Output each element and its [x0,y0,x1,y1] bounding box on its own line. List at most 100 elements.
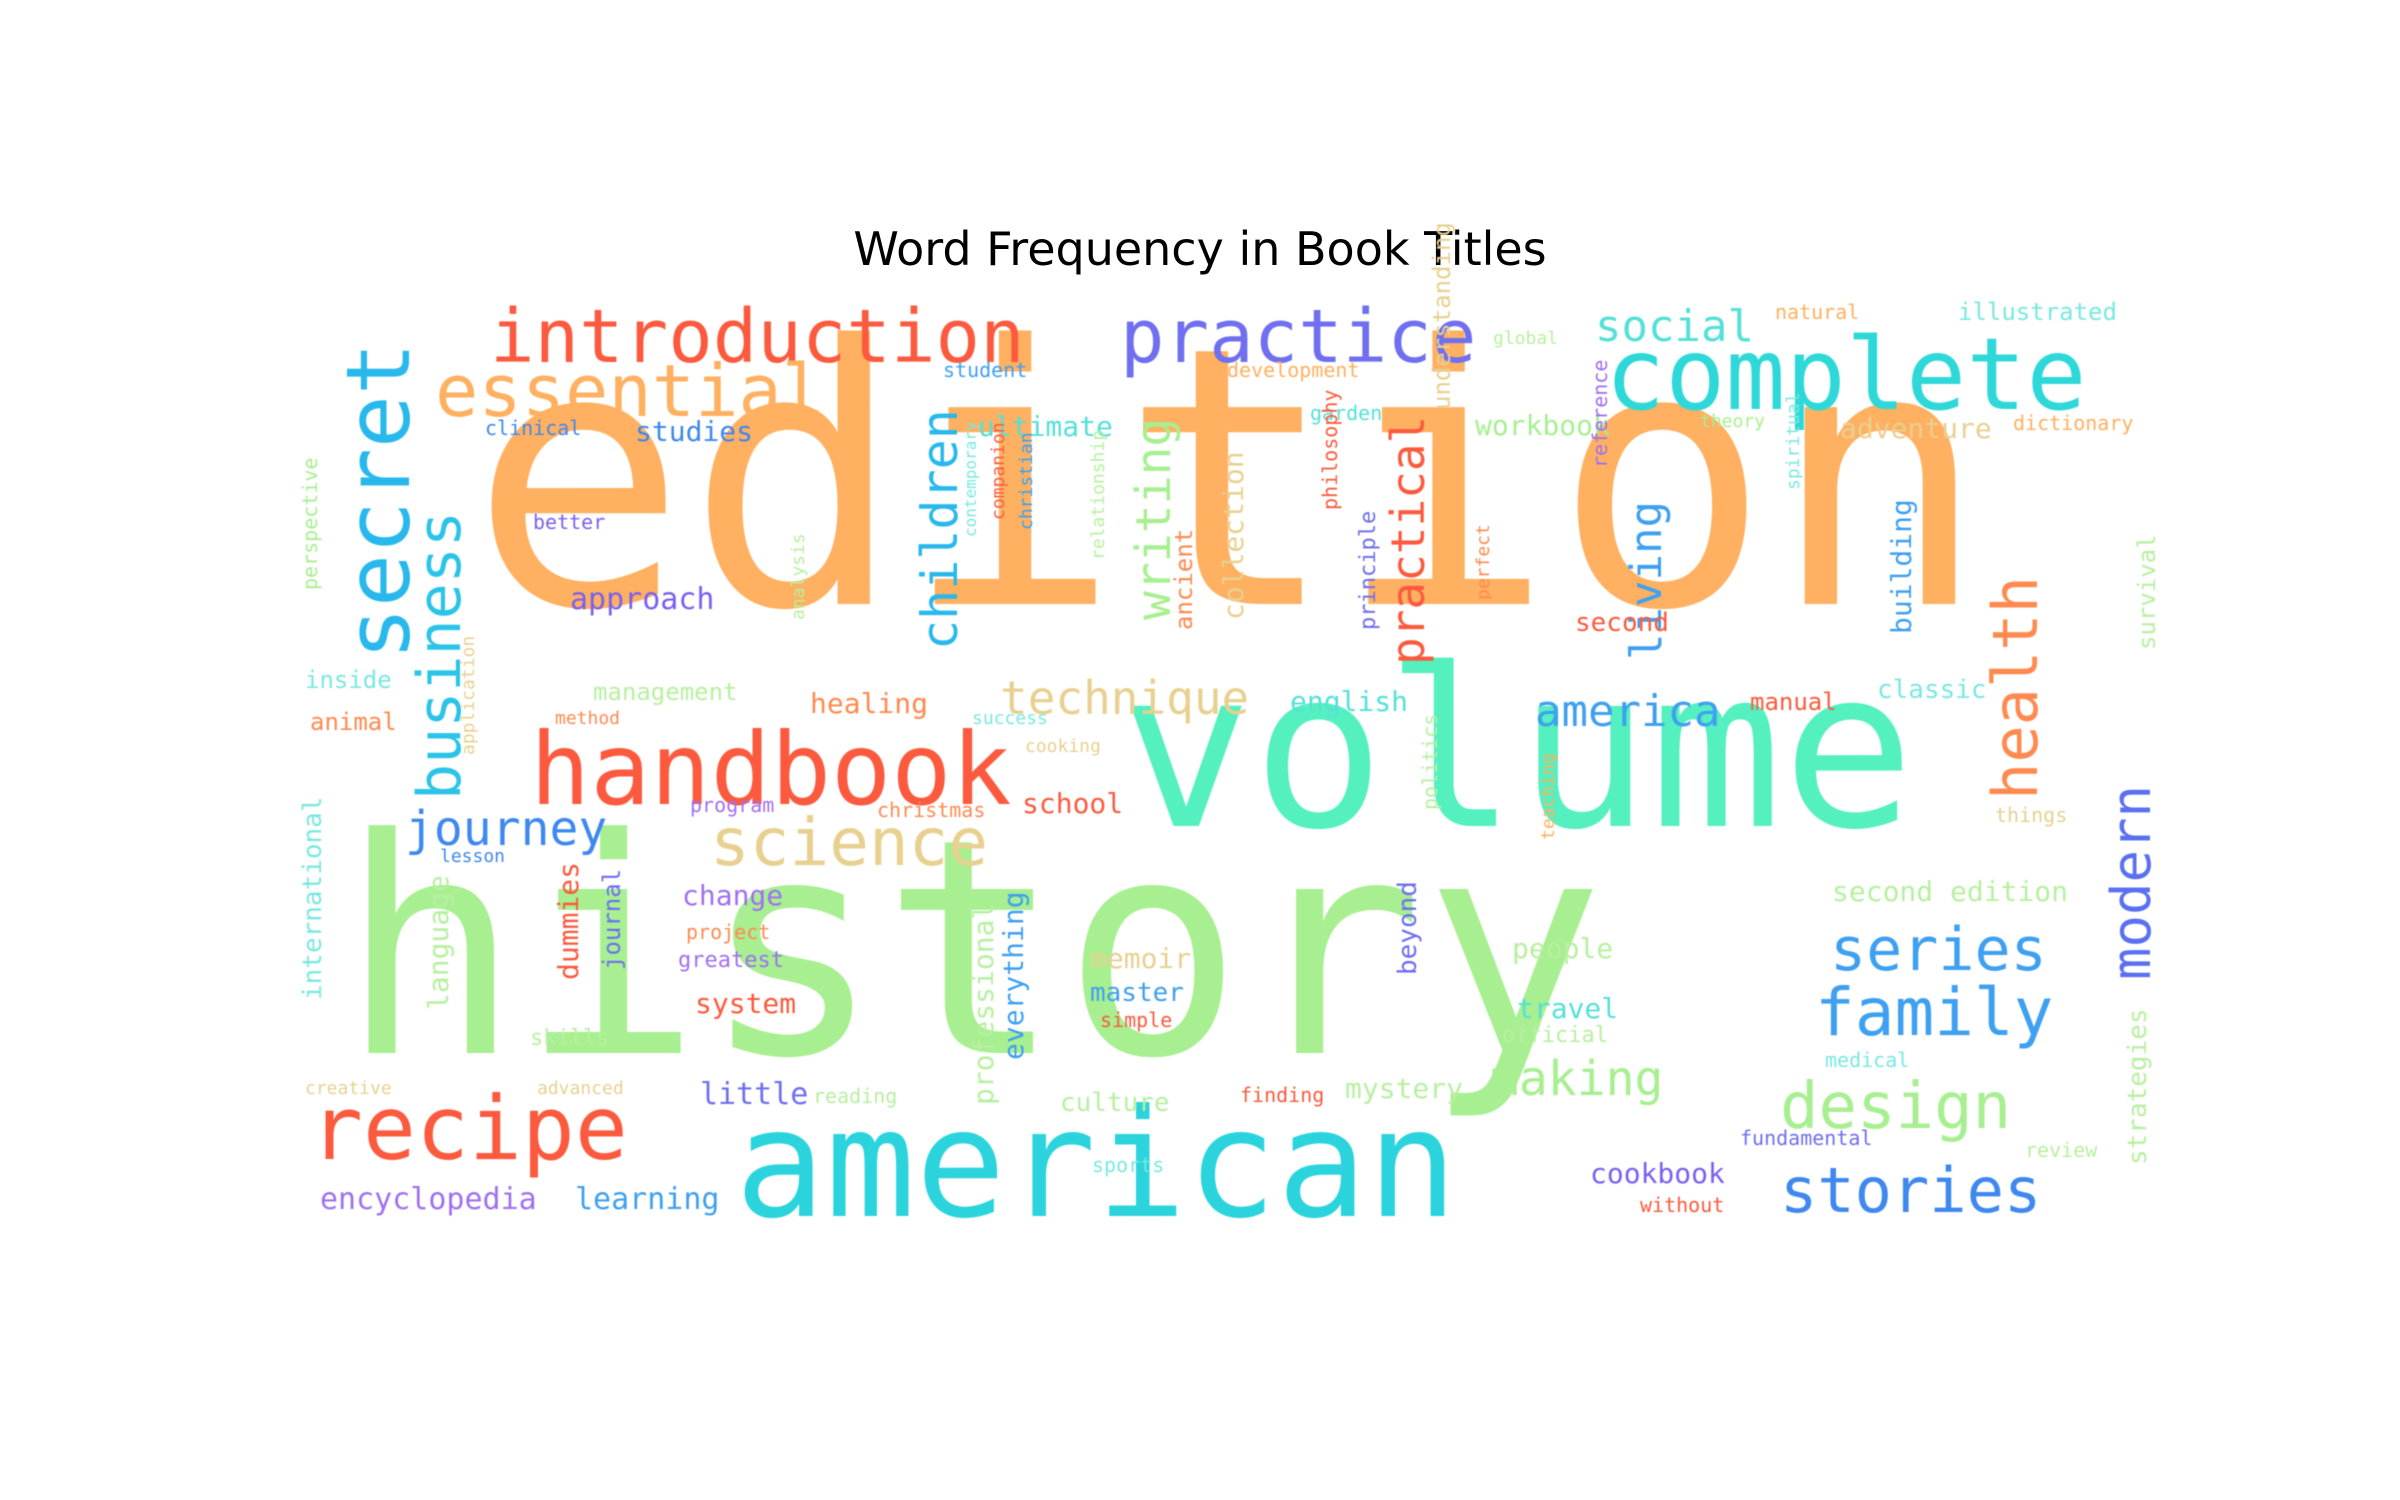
cloud-word: second [1575,608,1669,638]
cloud-word: recipe [310,1077,628,1180]
cloud-word: language [422,875,455,1010]
cloud-word: little [700,1077,809,1112]
cloud-word: dummies [552,861,585,980]
cloud-word: inside [305,666,392,694]
cloud-word: ancient [1170,528,1198,630]
cloud-word: mystery [1345,1072,1464,1105]
cloud-word: modern [2100,784,2163,980]
cloud-word: strategies [2123,1008,2153,1165]
cloud-word: practical [1381,415,1435,665]
cloud-word: culture [1060,1088,1170,1118]
cloud-word: american [735,1078,1458,1252]
cloud-word: adventure [1840,412,1992,445]
cloud-word: lesson [440,846,506,867]
cloud-word: success [972,708,1048,729]
cloud-word: manual [1750,688,1837,716]
cloud-word: learning [575,1182,720,1217]
cloud-word: design [1780,1070,2012,1144]
cloud-word: volume [1120,622,1915,878]
cloud-word: english [1290,685,1409,718]
cloud-word: reference [1588,359,1612,468]
cloud-word: principle [1356,510,1381,630]
cloud-word: relationship [1088,429,1109,560]
cloud-word: studies [635,415,754,448]
cloud-word: official [1502,1023,1608,1048]
cloud-word: history [340,775,1605,1124]
cloud-word: system [695,987,797,1020]
cloud-word: everything [997,891,1030,1060]
cloud-word: school [1022,787,1124,820]
cloud-word: complete [1605,316,2087,433]
cloud-word: encyclopedia [320,1182,537,1217]
cloud-word: handbook [530,711,1012,828]
cloud-word: dictionary [2013,411,2134,435]
cloud-word: garden [1310,401,1383,425]
cloud-word: workbook [1475,409,1610,442]
cloud-word: student [943,358,1028,382]
cloud-word: building [1885,499,1918,634]
cloud-word: professional [967,902,1000,1105]
cloud-word: advanced [537,1078,624,1099]
cloud-word: better [533,510,606,534]
cloud-word: reading [813,1084,898,1108]
cloud-word: children [911,409,969,650]
cloud-word: project [686,920,771,944]
cloud-word: beyond [1393,881,1423,975]
cloud-word: development [1227,358,1360,382]
cloud-word: contemporary [961,421,980,537]
cloud-word: technique [1000,671,1250,725]
cloud-word: memoir [1090,942,1192,975]
cloud-word: making [1490,1051,1664,1107]
cloud-word: cooking [1025,736,1101,757]
cloud-word: perspective [298,457,322,590]
cloud-word: ultimate [978,410,1113,443]
cloud-word: second edition [1832,875,2069,908]
cloud-word: introduction [490,294,1025,380]
cloud-word: people [1512,932,1614,965]
cloud-word: change [682,879,784,912]
cloud-word: sports [1092,1153,1165,1177]
cloud-word: application [458,635,479,755]
cloud-word: analysis [788,533,809,620]
cloud-word: master [1090,978,1184,1008]
cloud-word: health [1979,576,2052,800]
cloud-word: healing [810,687,929,720]
cloud-word: medical [1825,1048,1910,1072]
cloud-word: finding [1240,1083,1325,1107]
cloud-word: animal [310,708,397,736]
cloud-word: approach [570,582,715,617]
cloud-word: management [593,678,738,706]
cloud-word: without [1640,1193,1725,1217]
cloud-word: philosophy [1318,389,1342,510]
cloud-word: natural [1775,300,1860,324]
cloud-word: method [555,708,621,729]
cloud-word: companion [988,422,1009,520]
cloud-word: international [298,796,328,1001]
cloud-word: stories [1780,1154,2042,1227]
cloud-word: understanding [1428,222,1456,410]
cloud-word: program [690,793,775,817]
cloud-word: teaching [1538,753,1559,840]
cloud-word: family [1815,974,2054,1051]
cloud-word: travel [1517,992,1619,1025]
cloud-word: illustrated [1958,298,2117,326]
figure-title: Word Frequency in Book Titles [853,222,1547,276]
cloud-word: global [1493,328,1559,349]
cloud-word: creative [305,1078,392,1099]
cloud-word: america [1535,686,1721,737]
cloud-word: edition [470,270,1988,689]
cloud-word: survival [2133,534,2161,650]
cloud-word: practice [1120,294,1477,380]
cloud-word: journey [405,801,608,857]
cloud-word: politics [1418,713,1442,810]
cloud-word: spiritual [1783,392,1804,490]
cloud-word: theory [1700,411,1766,432]
cloud-word: review [2025,1138,2098,1162]
cloud-word: greatest [678,948,784,973]
cloud-word: journal [598,868,626,970]
cloud-word: skills [530,1026,610,1051]
cloud-word: cookbook [1590,1157,1725,1190]
cloud-word: fundamental [1740,1126,1873,1150]
